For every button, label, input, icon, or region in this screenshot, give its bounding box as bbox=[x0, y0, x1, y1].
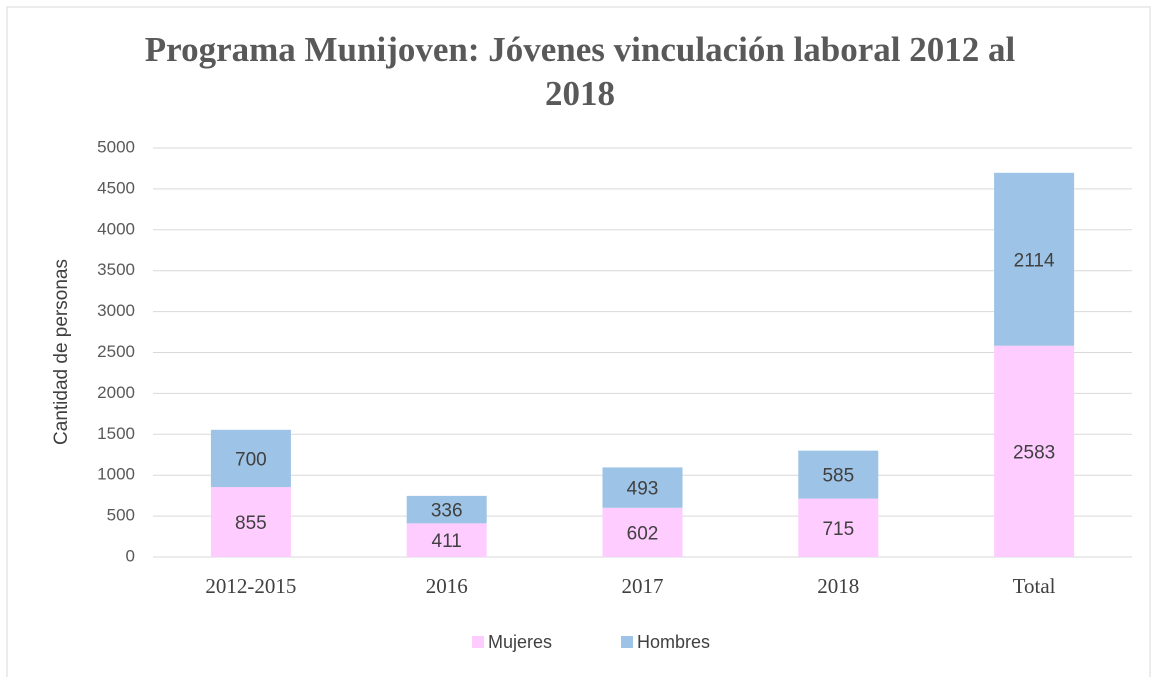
bar-segment bbox=[994, 172, 1075, 346]
bar-segment bbox=[602, 507, 683, 557]
data-label: 855 bbox=[235, 513, 267, 534]
data-label: 2583 bbox=[1013, 442, 1055, 463]
bar-segment bbox=[210, 487, 291, 557]
y-tick-label: 2000 bbox=[97, 383, 135, 402]
data-label: 336 bbox=[431, 501, 463, 522]
y-tick-label: 1500 bbox=[97, 424, 135, 443]
bar-segment bbox=[406, 523, 487, 557]
y-tick-label: 5000 bbox=[97, 137, 135, 156]
y-tick-label: 2500 bbox=[97, 342, 135, 361]
x-tick-label: 2012-2015 bbox=[205, 574, 296, 598]
data-label: 700 bbox=[235, 449, 267, 470]
data-label: 493 bbox=[627, 479, 659, 500]
x-tick-label: 2016 bbox=[426, 574, 468, 598]
y-tick-label: 1000 bbox=[97, 465, 135, 484]
chart-title: Programa Munijoven: Jóvenes vinculación … bbox=[144, 30, 1016, 113]
legend-swatch bbox=[472, 636, 484, 648]
data-label: 2114 bbox=[1014, 250, 1055, 271]
data-label: 602 bbox=[627, 523, 659, 544]
y-tick-label: 0 bbox=[126, 546, 135, 565]
x-tick-label: 2017 bbox=[622, 574, 664, 598]
data-label: 585 bbox=[822, 466, 854, 487]
data-label: 715 bbox=[822, 519, 854, 540]
x-tick-label: 2018 bbox=[817, 574, 859, 598]
y-axis-label: Cantidad de personas bbox=[51, 259, 72, 445]
chart-border bbox=[6, 6, 1151, 677]
bar-segment bbox=[602, 467, 683, 508]
bar-segment bbox=[798, 450, 879, 499]
y-tick-label: 3000 bbox=[97, 301, 135, 320]
bar-segment bbox=[406, 495, 487, 524]
data-label: 411 bbox=[432, 531, 462, 552]
y-tick-label: 500 bbox=[107, 506, 135, 525]
x-tick-label: Total bbox=[1013, 574, 1056, 598]
legend-label: Mujeres bbox=[488, 632, 552, 652]
y-tick-label: 3500 bbox=[97, 260, 135, 279]
bar-segment bbox=[798, 498, 879, 557]
bar-segment bbox=[994, 345, 1075, 557]
legend-label: Hombres bbox=[637, 632, 710, 652]
bar-segment bbox=[210, 429, 291, 488]
legend-swatch bbox=[621, 636, 633, 648]
y-tick-label: 4500 bbox=[97, 178, 135, 197]
y-tick-label: 4000 bbox=[97, 219, 135, 238]
